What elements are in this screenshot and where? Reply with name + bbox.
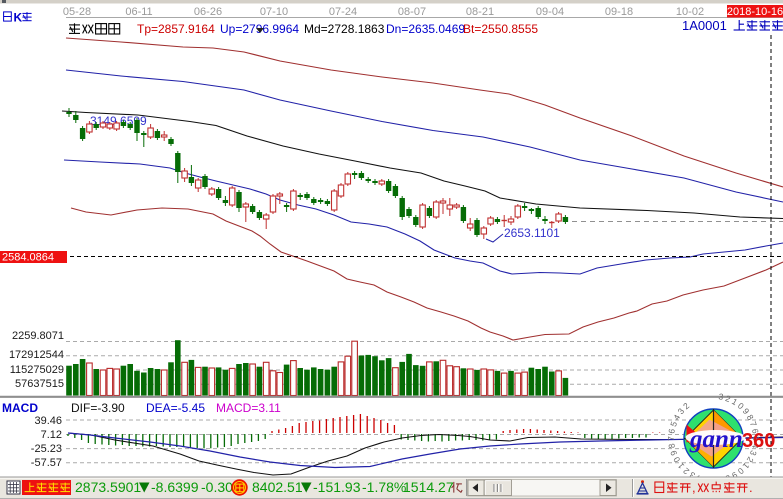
svg-text:-57.57: -57.57 (31, 457, 62, 469)
svg-text:-1.78%: -1.78% (362, 479, 406, 495)
svg-text:1: 1 (730, 396, 739, 407)
svg-text:2873.5901: 2873.5901 (75, 479, 141, 495)
svg-text:0: 0 (736, 466, 746, 477)
svg-text:Tp=2857.9164: Tp=2857.9164 (137, 22, 215, 36)
svg-text:2018-10-16: 2018-10-16 (727, 6, 783, 18)
svg-text:-151.93: -151.93 (313, 479, 361, 495)
svg-text:2: 2 (745, 455, 756, 464)
svg-text:9: 9 (741, 406, 752, 416)
svg-text:09-04: 09-04 (536, 6, 564, 18)
svg-text:07-24: 07-24 (329, 6, 357, 18)
svg-text:05-28: 05-28 (63, 6, 91, 18)
svg-text:5: 5 (668, 420, 679, 428)
svg-text:4: 4 (671, 413, 682, 422)
svg-text:115275029: 115275029 (10, 364, 64, 376)
svg-text:8402.51: 8402.51 (252, 479, 303, 495)
svg-text:6: 6 (666, 428, 677, 435)
svg-text:Md=2728.1863: Md=2728.1863 (304, 22, 385, 36)
svg-text:57637515: 57637515 (15, 378, 64, 390)
svg-text:2: 2 (724, 393, 732, 404)
svg-text:172912544: 172912544 (9, 349, 64, 361)
svg-text:-8.6399: -8.6399 (151, 479, 199, 495)
svg-text:K: K (14, 11, 23, 25)
svg-text:2259.8071: 2259.8071 (12, 330, 64, 342)
svg-text:3: 3 (718, 391, 725, 402)
svg-text:360: 360 (742, 430, 775, 452)
svg-text:6: 6 (750, 428, 761, 435)
svg-text:2: 2 (681, 400, 691, 411)
svg-text:08-21: 08-21 (466, 6, 494, 18)
svg-text:0: 0 (671, 455, 682, 464)
svg-text:5: 5 (751, 436, 761, 441)
svg-text:0: 0 (736, 401, 746, 412)
svg-text:Bt=2550.8555: Bt=2550.8555 (463, 22, 538, 36)
svg-text:8: 8 (666, 442, 677, 449)
svg-text:7.12: 7.12 (41, 429, 62, 441)
svg-text:Dn=2635.0469: Dn=2635.0469 (386, 22, 465, 36)
svg-text:3: 3 (676, 406, 687, 416)
svg-text:1: 1 (675, 461, 686, 471)
svg-text:3: 3 (688, 470, 697, 481)
svg-text:08-07: 08-07 (398, 6, 426, 18)
svg-text:9: 9 (730, 470, 739, 481)
svg-text:10-02: 10-02 (676, 6, 704, 18)
svg-text:2584.0864: 2584.0864 (2, 252, 54, 264)
svg-text:07-10: 07-10 (260, 6, 288, 18)
svg-text:DIF=-3.90: DIF=-3.90 (71, 401, 125, 415)
svg-text:8: 8 (745, 413, 756, 422)
svg-text:2: 2 (681, 466, 691, 477)
svg-text:DEA=-5.45: DEA=-5.45 (146, 401, 205, 415)
svg-text:06-11: 06-11 (125, 6, 152, 18)
svg-text:1A0001: 1A0001 (682, 18, 727, 33)
svg-text:06-26: 06-26 (194, 6, 222, 18)
svg-text:-25.23: -25.23 (31, 443, 62, 455)
svg-text:2653.1101: 2653.1101 (504, 226, 560, 240)
svg-text:9: 9 (668, 449, 679, 457)
svg-text:1514.27: 1514.27 (403, 479, 454, 495)
svg-text:gann: gann (689, 426, 743, 453)
svg-text:7: 7 (748, 420, 759, 428)
svg-text:7: 7 (666, 436, 676, 441)
svg-text:,: , (692, 480, 696, 495)
svg-text:4: 4 (750, 443, 761, 450)
svg-text:1: 1 (741, 461, 752, 471)
svg-text:09-18: 09-18 (605, 6, 633, 18)
svg-text:MACD: MACD (2, 401, 38, 415)
svg-text:.: . (749, 480, 753, 495)
svg-text:3: 3 (748, 449, 759, 457)
svg-text:MACD=3.11: MACD=3.11 (216, 401, 281, 415)
svg-text:39.46: 39.46 (34, 415, 62, 427)
